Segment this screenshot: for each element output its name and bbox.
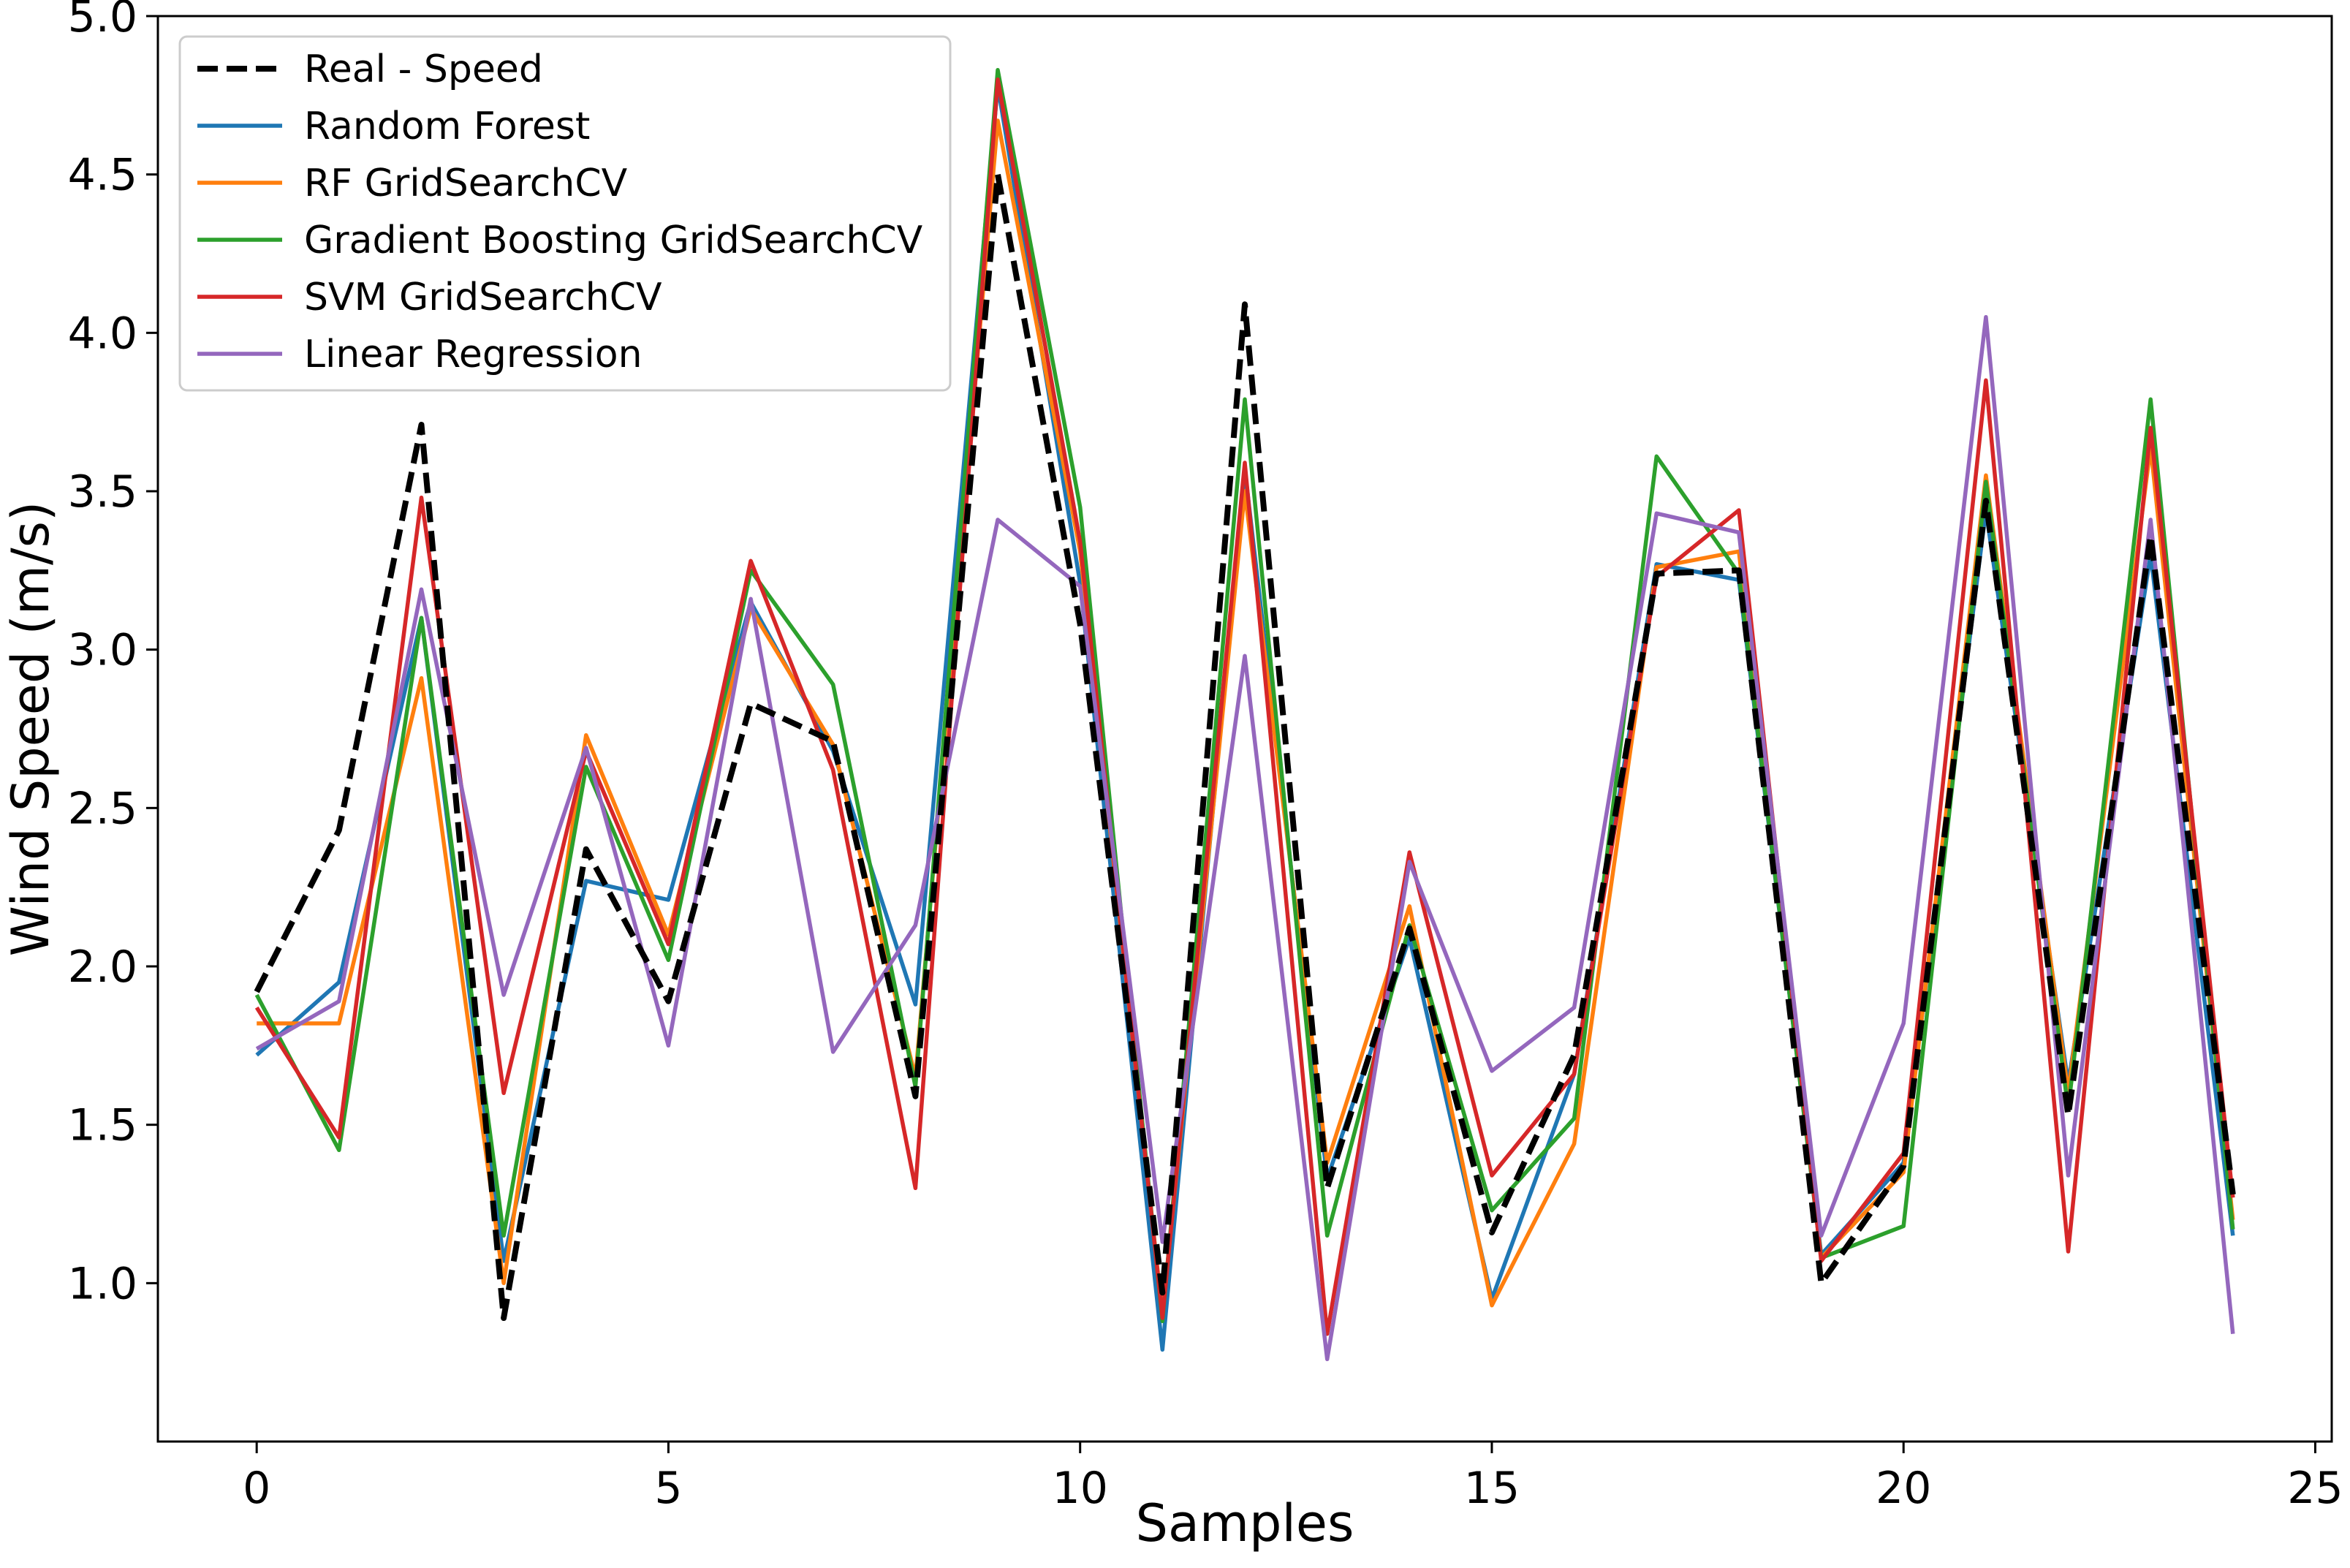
y-tick-label: 2.0 (68, 942, 137, 993)
legend-box (178, 35, 952, 392)
ticks-layer: 0 5 10 15 20 25 1.0 1.5 2.0 2.5 3.0 3.5 4.0 4.5 5.0 (68, 0, 2343, 1514)
series-line-gradient-boosting-gridsearchcv (254, 67, 2235, 1324)
x-axis-label: Samples (1136, 1493, 1354, 1553)
y-tick-label: 4.5 (68, 150, 137, 201)
y-tick-label: 2.5 (68, 783, 137, 834)
x-tick-label: 15 (1464, 1463, 1520, 1514)
series-layer (254, 67, 2236, 1362)
y-axis-label: Wind Speed (m/s) (1, 501, 61, 957)
legend: Real - Speed Random Forest RF GridSearchCV… (178, 35, 952, 392)
y-tick-label: 5.0 (68, 0, 137, 42)
legend-label: Real - Speed (304, 48, 543, 91)
series-line-rf-gridsearchcv (257, 118, 2235, 1317)
x-tick-label: 20 (1876, 1463, 1931, 1514)
legend-label: SVM GridSearchCV (304, 276, 662, 319)
x-tick-label: 25 (2287, 1463, 2343, 1514)
y-tick-label: 1.5 (68, 1100, 137, 1151)
x-tick-label: 5 (654, 1463, 682, 1514)
series-line-real-speed (254, 171, 2236, 1321)
y-tick-label: 4.0 (68, 308, 137, 359)
y-tick-label: 3.5 (68, 466, 137, 518)
x-tick-label: 0 (243, 1463, 270, 1514)
y-tick-label: 3.0 (68, 625, 137, 676)
legend-label: Linear Regression (304, 333, 643, 376)
legend-label: Gradient Boosting GridSearchCV (304, 219, 923, 262)
series-line-linear-regression (255, 314, 2235, 1362)
legend-label: Random Forest (304, 105, 590, 148)
y-tick-label: 1.0 (68, 1258, 137, 1309)
x-tick-label: 10 (1053, 1463, 1108, 1514)
legend-label: RF GridSearchCV (304, 162, 628, 205)
plot-frame (156, 15, 2333, 1443)
